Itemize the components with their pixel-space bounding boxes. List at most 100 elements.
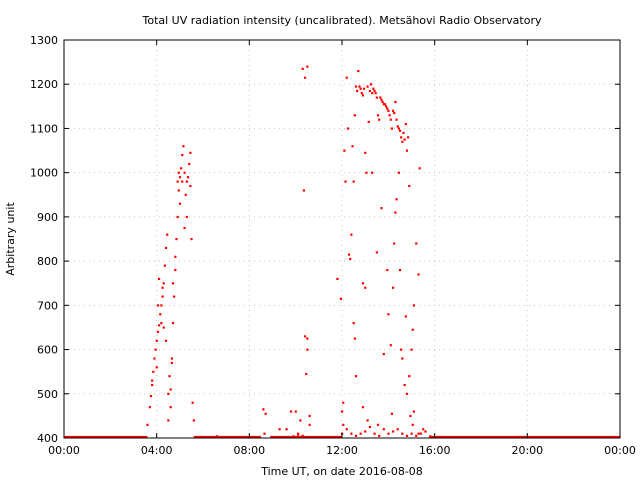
data-point: [157, 277, 161, 280]
data-point: [285, 428, 288, 431]
data-point: [363, 87, 366, 90]
data-point: [148, 406, 151, 409]
data-point: [305, 372, 308, 376]
data-point: [411, 328, 414, 331]
data-point: [347, 253, 351, 256]
data-point: [394, 211, 397, 214]
data-point: [191, 401, 194, 404]
data-point: [352, 322, 355, 325]
data-point: [163, 264, 166, 267]
data-point: [301, 67, 304, 70]
data-point: [382, 352, 385, 356]
data-point: [359, 87, 362, 90]
data-point: [292, 435, 295, 438]
data-point: [376, 423, 380, 426]
data-point: [383, 103, 387, 106]
data-points: [146, 65, 432, 438]
data-point: [299, 419, 302, 422]
data-point: [167, 419, 170, 422]
data-point: [308, 414, 311, 418]
x-axis-label: Time UT, on date 2016-08-08: [260, 465, 423, 478]
data-point: [405, 434, 409, 437]
data-point: [385, 105, 388, 108]
y-tick-label: 800: [37, 255, 58, 268]
data-point: [424, 430, 427, 433]
data-point: [177, 171, 180, 174]
data-point: [353, 114, 356, 117]
data-point: [388, 114, 391, 117]
data-point: [182, 145, 185, 148]
data-point: [167, 392, 170, 395]
data-point: [409, 414, 412, 418]
x-tick-label: 20:00: [511, 444, 543, 457]
y-axis-label: Arbitrary unit: [4, 202, 17, 276]
data-point: [361, 406, 365, 409]
data-point: [402, 131, 405, 135]
data-point: [169, 406, 172, 409]
data-point: [164, 246, 168, 250]
data-point: [410, 348, 413, 351]
y-tick-label: 700: [37, 299, 58, 312]
data-point: [178, 202, 182, 205]
data-point: [386, 107, 389, 110]
data-point: [171, 322, 175, 325]
data-point: [419, 432, 422, 435]
data-point: [185, 215, 188, 219]
data-point: [391, 109, 395, 112]
data-point: [174, 255, 177, 258]
data-point: [173, 295, 176, 298]
data-point: [342, 423, 345, 426]
data-point: [400, 348, 403, 351]
data-point: [296, 433, 300, 436]
data-point: [401, 432, 404, 435]
y-tick-label: 900: [37, 211, 58, 224]
data-point: [361, 282, 365, 285]
data-point: [306, 348, 309, 351]
data-point: [357, 69, 360, 73]
data-point: [390, 412, 394, 415]
data-point: [171, 282, 175, 285]
data-point: [403, 138, 406, 141]
data-point: [371, 171, 374, 174]
data-point: [336, 277, 339, 280]
data-point: [152, 370, 155, 373]
data-point: [429, 435, 432, 438]
data-point: [408, 375, 411, 378]
data-point: [162, 282, 165, 285]
data-point: [415, 242, 418, 245]
data-point: [393, 111, 396, 115]
data-point: [369, 83, 373, 86]
data-point: [352, 180, 355, 183]
data-point: [168, 375, 171, 378]
data-point: [379, 96, 382, 99]
data-point: [353, 337, 356, 340]
data-point: [301, 434, 304, 437]
data-point: [155, 366, 158, 369]
data-point: [149, 394, 153, 398]
data-point: [183, 226, 186, 230]
data-point: [303, 76, 307, 79]
data-point: [155, 339, 158, 342]
data-point: [382, 103, 385, 106]
data-point: [364, 286, 367, 289]
data-point: [176, 180, 179, 183]
data-point: [375, 251, 378, 254]
data-point: [146, 423, 149, 426]
data-point: [381, 100, 384, 104]
data-point: [179, 167, 183, 170]
data-point: [166, 233, 169, 236]
data-point: [378, 434, 381, 437]
data-point: [395, 118, 398, 121]
data-point: [389, 118, 392, 121]
data-point: [405, 149, 409, 152]
data-point: [417, 273, 420, 276]
data-point: [181, 180, 184, 183]
data-point: [215, 435, 219, 438]
data-point: [170, 361, 173, 365]
data-point: [341, 410, 344, 413]
data-point: [394, 100, 397, 104]
chart-title: Total UV radiation intensity (uncalibrat…: [142, 14, 542, 27]
data-point: [396, 428, 399, 431]
data-point: [262, 408, 265, 411]
